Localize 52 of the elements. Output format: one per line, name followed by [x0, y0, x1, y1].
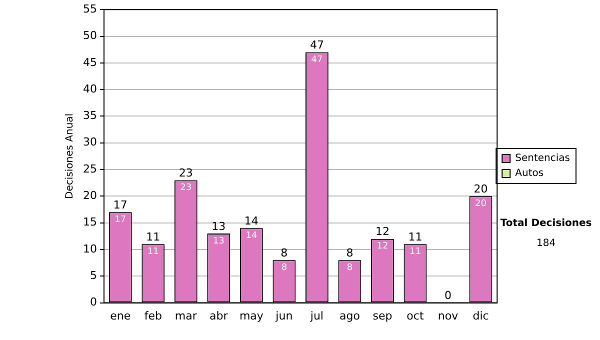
data-label: 47	[311, 55, 323, 66]
total-label: 8	[280, 246, 288, 260]
y-tick-label: 25	[82, 162, 97, 176]
y-tick-label: 45	[82, 56, 97, 69]
x-tick-label: abr	[210, 309, 228, 322]
total-label: 47	[310, 38, 324, 52]
x-tick-label: sep	[372, 309, 392, 322]
y-axis-title: Decisiones Anual	[64, 113, 76, 199]
x-tick-label: jul	[309, 309, 324, 322]
text: Total Decisiones	[500, 218, 592, 230]
y-tick-label: 10	[82, 242, 97, 256]
x-tick-label: may	[239, 309, 264, 322]
total-label: 12	[375, 225, 390, 238]
data-label: 8	[281, 262, 288, 273]
total-label: 11	[408, 230, 422, 244]
x-tick-label: ene	[110, 309, 131, 322]
x-tick-label: mar	[174, 309, 198, 322]
y-tick-label: 35	[82, 109, 97, 122]
data-label: 20	[475, 199, 487, 210]
data-label: 23	[180, 183, 192, 194]
data-label: 17	[114, 215, 126, 226]
total-label: 23	[178, 166, 193, 180]
total-label: 11	[146, 230, 160, 244]
y-tick-label: 0	[90, 296, 97, 309]
x-tick-label: nov	[438, 309, 459, 322]
x-tick-label: dic	[472, 309, 489, 322]
y-tick-label: 30	[82, 136, 97, 149]
data-label: 12	[376, 242, 388, 252]
x-tick-label: jun	[274, 309, 293, 322]
y-tick-label: 40	[82, 82, 97, 96]
x-tick-label: feb	[144, 309, 162, 322]
total-label: 14	[244, 214, 258, 228]
y-tick-label: 55	[82, 2, 97, 16]
legend-label: Sentencias	[515, 153, 570, 164]
y-tick-label: 5	[90, 269, 97, 282]
y-tick-label: 20	[82, 189, 97, 202]
y-tick-label: 50	[82, 29, 97, 42]
data-label: 14	[246, 231, 258, 242]
total-label: 0	[444, 289, 452, 302]
total-label: 8	[346, 246, 354, 260]
total-label: 20	[474, 182, 488, 196]
text: 184	[536, 238, 556, 250]
data-label: 11	[147, 247, 159, 258]
x-tick-label: oct	[406, 309, 424, 322]
data-label: 8	[346, 262, 353, 273]
y-tick-label: 15	[82, 216, 97, 229]
total-label: 17	[113, 198, 128, 212]
data-label: 13	[212, 236, 224, 246]
legend-label: Autos	[515, 168, 544, 180]
total-label: 13	[212, 220, 226, 233]
x-tick-label: ago	[339, 309, 360, 322]
data-label: 11	[410, 247, 421, 258]
